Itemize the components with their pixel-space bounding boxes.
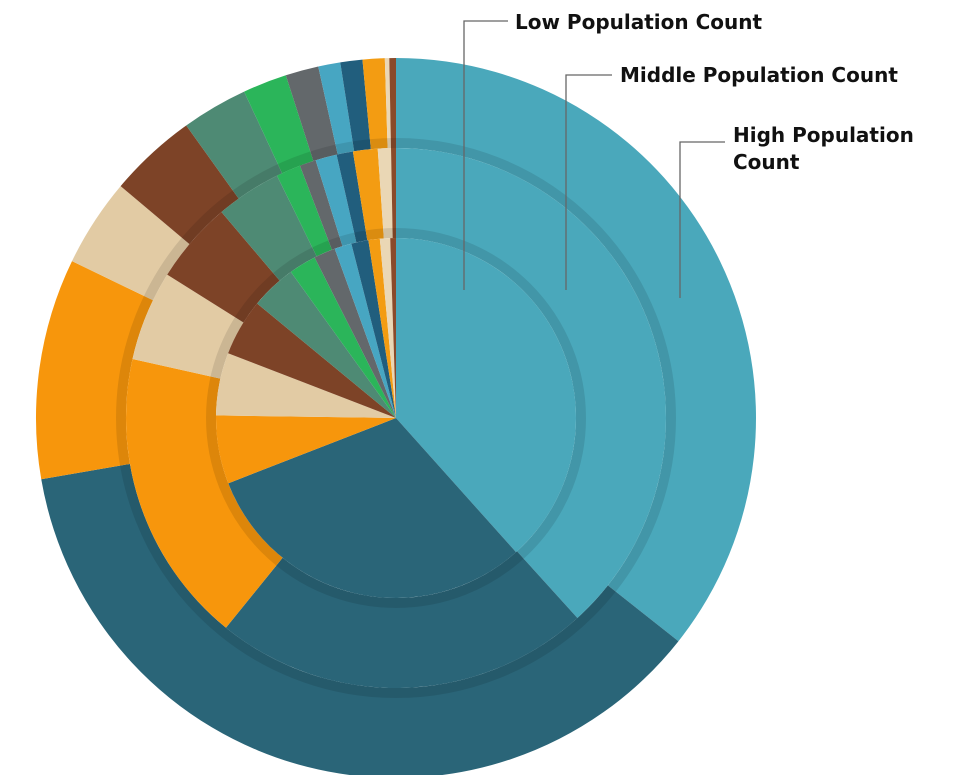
- slice-ring-3-12: [384, 58, 391, 149]
- slice-ring-1-1: [396, 238, 577, 553]
- leader-lines: [463, 20, 725, 298]
- slice-ring-2-11: [352, 148, 384, 241]
- slice-ring-1-13: [390, 238, 396, 418]
- slice-ring-3-7: [244, 75, 314, 174]
- legend: Low Population Count Middle Population C…: [515, 10, 914, 174]
- slice-ring-2-6: [221, 175, 317, 281]
- slice-ring-2-3: [126, 358, 283, 628]
- slice-ring-1-10: [351, 240, 396, 418]
- slice-ring-2-2: [225, 551, 578, 688]
- slice-ring-2-13: [391, 148, 396, 239]
- legend-label-low: Low Population Count: [515, 10, 762, 34]
- slice-ring-3-13: [389, 58, 396, 149]
- legend-label-high: High Population Count: [733, 123, 914, 174]
- leader-middle: [565, 74, 612, 290]
- slice-ring-3-9: [318, 62, 355, 155]
- slice-ring-1-6: [257, 271, 396, 418]
- leader-high: [679, 141, 725, 298]
- slice-ring-2-12: [377, 148, 393, 239]
- slice-ring-3-5: [120, 125, 239, 245]
- slice-ring-2-8: [299, 160, 343, 250]
- slice-ring-1-5: [228, 303, 396, 418]
- chart-rings: [36, 58, 756, 775]
- slice-ring-3-8: [285, 66, 338, 161]
- slice-ring-2-1: [396, 148, 666, 618]
- legend-label-middle: Middle Population Count: [620, 63, 898, 87]
- slice-ring-1-3: [216, 415, 396, 484]
- ring-3: [36, 58, 756, 775]
- slice-ring-2-9: [315, 154, 357, 247]
- slice-ring-1-9: [334, 243, 396, 418]
- slice-ring-1-11: [368, 238, 396, 418]
- slice-ring-1-8: [314, 248, 396, 418]
- ring-2: [126, 148, 666, 688]
- slice-ring-1-2: [228, 418, 517, 599]
- slice-ring-3-11: [362, 58, 388, 150]
- slice-ring-3-10: [340, 59, 371, 152]
- leader-low: [463, 20, 508, 290]
- slice-ring-3-1: [396, 58, 756, 642]
- ring-shadow-2: [206, 228, 586, 608]
- slice-ring-2-4: [132, 274, 244, 379]
- slice-ring-3-6: [186, 91, 283, 199]
- ring-shadow-3: [116, 138, 676, 698]
- slice-ring-3-4: [71, 186, 190, 301]
- slice-ring-1-12: [379, 238, 396, 418]
- slice-ring-1-4: [216, 353, 396, 418]
- slice-ring-3-2: [41, 463, 679, 775]
- slice-ring-2-5: [167, 212, 280, 323]
- slice-ring-2-7: [277, 165, 332, 257]
- ring-1: [216, 238, 577, 599]
- slice-ring-3-3: [36, 261, 153, 480]
- slice-ring-2-10: [336, 151, 368, 243]
- slice-ring-1-7: [290, 257, 396, 418]
